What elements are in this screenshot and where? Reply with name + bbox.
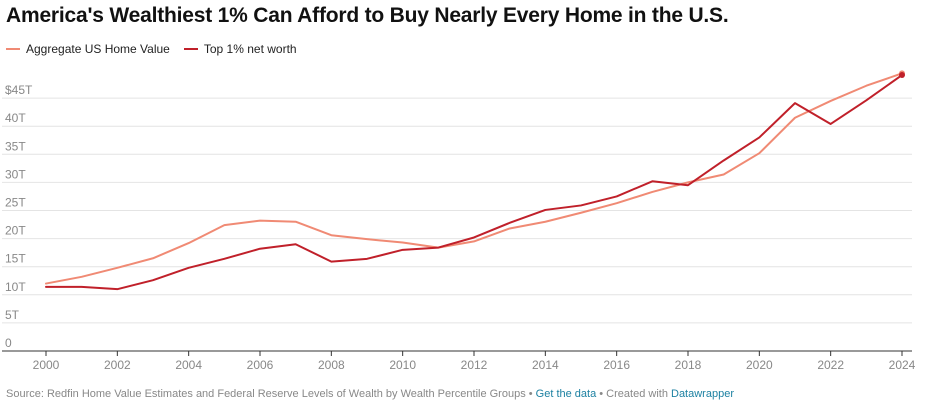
legend-label-top-1pct: Top 1% net worth [203,42,297,56]
legend-item-top-1pct: Top 1% net worth [183,42,297,56]
gridlines [2,97,912,352]
x-tick-label: 2018 [675,358,702,372]
x-tick-label: 2020 [746,358,773,372]
x-tick-label: 2014 [532,358,559,372]
x-tick-label: 2010 [389,358,416,372]
chart-title: America's Wealthiest 1% Can Afford to Bu… [6,4,729,27]
chart-legend: Aggregate US Home Value Top 1% net worth [6,42,311,56]
footer-created-with: • Created with [596,388,671,400]
x-tick-label: 2024 [889,358,916,372]
y-tick-label: 35T [5,139,26,153]
source-note: Source: Redfin Home Value Estimates and … [6,388,526,400]
x-tick-label: 2006 [247,358,274,372]
y-tick-label: 25T [5,196,26,210]
datawrapper-link[interactable]: Datawrapper [671,388,734,400]
legend-label-home-value: Aggregate US Home Value [26,42,170,56]
legend-swatch-top-1pct [183,48,198,50]
series-lines [45,70,905,291]
series-line-home-value [45,72,903,285]
legend-item-home-value: Aggregate US Home Value [6,42,170,56]
get-the-data-link[interactable]: Get the data [535,388,597,400]
y-tick-label: 40T [5,111,26,125]
x-tick-label: 2008 [318,358,345,372]
x-tick-label: 2016 [603,358,630,372]
y-tick-label: 0 [5,336,12,350]
y-tick-label: 30T [5,167,26,181]
y-tick-label: 20T [5,224,26,238]
y-tick-label: 15T [5,252,26,266]
y-tick-label: 10T [5,280,26,294]
chart-footer: Source: Redfin Home Value Estimates and … [6,388,734,400]
y-tick-label: $45T [5,83,33,97]
x-tick-label: 2022 [817,358,844,372]
x-tick-label: 2012 [461,358,488,372]
x-tick-label: 2002 [104,358,131,372]
series-line-top-1pct [45,74,903,291]
series-endpoint-top-1pct [899,72,905,79]
x-tick-label: 2000 [33,358,60,372]
legend-swatch-home-value [6,48,20,50]
y-axis-labels: 0 5T 10T 15T 20T 25T 30T 35T 40T $45T [5,83,33,350]
x-tick-label: 2004 [175,358,202,372]
footer-separator: • [525,388,536,400]
x-axis: 2000 2002 2004 2006 2008 2010 2012 2014 2016 2018… [33,351,916,372]
y-tick-label: 5T [5,308,20,322]
